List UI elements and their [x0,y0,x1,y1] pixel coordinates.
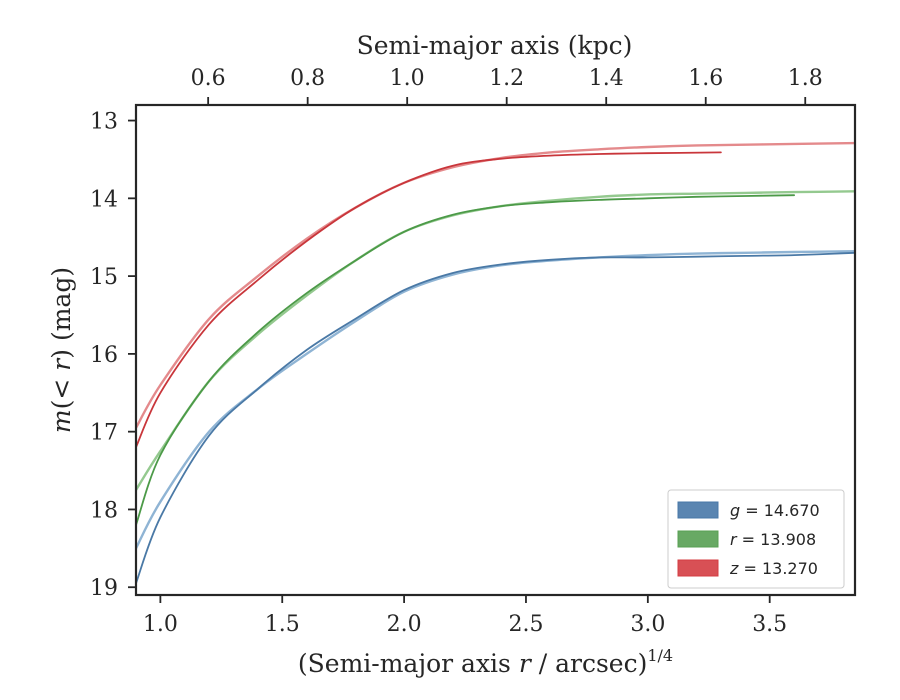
series-line-2 [136,190,855,492]
top-tick-label: 1.2 [489,66,524,91]
top-axis-ticks: 0.6 0.8 1.0 1.2 1.4 1.6 1.8 [191,66,823,105]
x-tick-label: 2.0 [387,612,422,637]
curves-layer [136,141,855,585]
legend-label: z = 13.270 [729,559,818,578]
series-line-3 [136,194,795,526]
x-tick-label: 1.5 [265,612,300,637]
y-tick-label: 14 [90,187,118,212]
x-tick-label: 2.5 [508,612,543,637]
top-tick-label: 0.6 [191,66,226,91]
series-line-0 [136,250,855,550]
top-tick-label: 1.8 [788,66,823,91]
legend-label: g = 14.670 [730,501,820,520]
series-line-1 [136,251,855,585]
y-tick-label: 17 [90,421,118,446]
y-tick-label: 16 [90,343,118,368]
x-axis-ticks: 1.0 1.5 2.0 2.5 3.0 3.5 [143,595,787,637]
legend-swatch [677,559,719,577]
y-axis-ticks: 13 14 15 16 17 18 19 [90,110,136,601]
series-line-5 [136,151,722,449]
y-tick-label: 13 [90,110,118,135]
y-tick-label: 19 [90,576,118,601]
legend-label: r = 13.908 [730,530,816,549]
y-axis-label: m(< r) (mag) [47,267,76,433]
y-tick-label: 15 [90,265,118,290]
x-tick-label: 1.0 [143,612,178,637]
legend: g = 14.670 r = 13.908 z = 13.270 [667,489,845,589]
top-tick-label: 0.8 [290,66,325,91]
x-axis-label: (Semi-major axis r / arcsec)1/4 [298,646,673,678]
top-tick-label: 1.6 [688,66,723,91]
top-axis-label: Semi-major axis (kpc) [357,31,633,60]
x-tick-label: 3.0 [630,612,665,637]
plot-frame [134,103,857,597]
x-tick-label: 3.5 [752,612,787,637]
top-tick-label: 1.0 [390,66,425,91]
series-line-4 [136,141,855,429]
legend-swatch [677,501,719,519]
legend-swatch [677,530,719,548]
top-tick-label: 1.4 [589,66,624,91]
y-tick-label: 18 [90,498,118,523]
